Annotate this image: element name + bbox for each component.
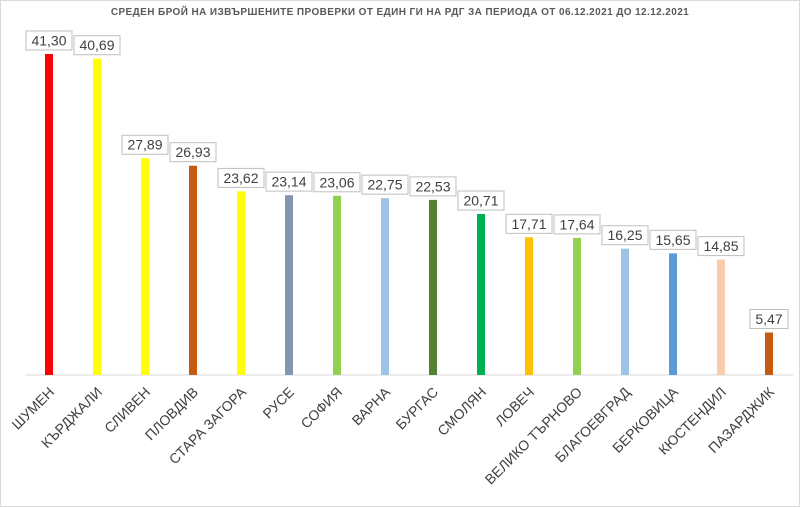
data-label: 23,06 bbox=[313, 172, 361, 193]
data-label: 17,71 bbox=[505, 213, 553, 234]
data-label-box bbox=[121, 134, 169, 155]
data-label: 23,62 bbox=[217, 167, 265, 188]
data-label-box bbox=[505, 213, 553, 234]
data-label-text: 16,25 bbox=[607, 227, 642, 243]
data-label: 5,47 bbox=[749, 308, 789, 329]
data-label: 14,85 bbox=[697, 236, 745, 257]
data-label: 22,53 bbox=[409, 176, 457, 197]
category-label: БУРГАС bbox=[392, 384, 441, 433]
bar bbox=[333, 195, 341, 375]
data-label-box bbox=[25, 30, 73, 51]
category-label: СМОЛЯН bbox=[434, 384, 489, 439]
data-label-text: 27,89 bbox=[127, 137, 162, 153]
data-label-text: 23,62 bbox=[223, 170, 258, 186]
category-label: ЛОВЕЧ bbox=[492, 384, 537, 429]
bar bbox=[525, 237, 533, 375]
data-label-box bbox=[73, 35, 121, 56]
bar bbox=[717, 259, 725, 375]
data-label-text: 17,71 bbox=[511, 216, 546, 232]
data-label: 41,30 bbox=[25, 30, 73, 51]
data-label: 16,25 bbox=[601, 225, 649, 246]
data-label: 20,71 bbox=[457, 190, 505, 211]
data-label-box bbox=[361, 174, 409, 195]
data-label-text: 40,69 bbox=[79, 37, 114, 53]
data-label-text: 17,64 bbox=[559, 216, 594, 232]
bar bbox=[573, 237, 581, 375]
data-label-box bbox=[169, 142, 217, 163]
data-label-text: 22,75 bbox=[367, 177, 402, 193]
data-label-text: 23,06 bbox=[319, 174, 354, 190]
data-label-text: 41,30 bbox=[31, 33, 66, 49]
data-label-box bbox=[749, 308, 789, 329]
bar bbox=[237, 191, 245, 375]
category-label: ВАРНА bbox=[349, 383, 394, 428]
bar bbox=[189, 165, 197, 375]
bar bbox=[381, 198, 389, 375]
data-label-box bbox=[553, 214, 601, 235]
data-label: 40,69 bbox=[73, 35, 121, 56]
data-label: 26,93 bbox=[169, 142, 217, 163]
data-label-box bbox=[409, 176, 457, 197]
data-label: 23,14 bbox=[265, 171, 313, 192]
chart-title: СРЕДЕН БРОЙ НА ИЗВЪРШЕНИТЕ ПРОВЕРКИ ОТ Е… bbox=[110, 7, 690, 18]
data-labels-group: 41,30 40,69 27,89 26,93 23,62 23,14 23,06 22,75… bbox=[25, 30, 789, 329]
bar bbox=[429, 199, 437, 375]
data-label-box bbox=[697, 236, 745, 257]
data-label-box bbox=[265, 171, 313, 192]
data-label-text: 14,85 bbox=[703, 238, 738, 254]
data-label-text: 23,14 bbox=[271, 174, 306, 190]
data-label: 27,89 bbox=[121, 134, 169, 155]
category-label: ШУМЕН bbox=[8, 384, 57, 433]
bar bbox=[477, 214, 485, 375]
data-label-text: 26,93 bbox=[175, 144, 210, 160]
data-label-box bbox=[313, 172, 361, 193]
bars-group bbox=[45, 54, 773, 376]
data-label-text: 15,65 bbox=[655, 232, 690, 248]
data-label-text: 5,47 bbox=[755, 311, 782, 327]
bar bbox=[765, 332, 773, 375]
data-label-box bbox=[457, 190, 505, 211]
bar bbox=[45, 54, 53, 375]
category-label: РУСЕ bbox=[259, 384, 297, 422]
data-label-box bbox=[217, 167, 265, 188]
data-label-text: 22,53 bbox=[415, 178, 450, 194]
data-label-box bbox=[601, 225, 649, 246]
data-label-box bbox=[649, 229, 697, 250]
data-label-text: 20,71 bbox=[463, 193, 498, 209]
bar bbox=[621, 248, 629, 375]
category-label: СОФИЯ bbox=[297, 384, 345, 432]
data-label: 22,75 bbox=[361, 174, 409, 195]
bar bbox=[93, 58, 101, 376]
bar bbox=[285, 195, 293, 375]
bar bbox=[669, 253, 677, 375]
data-label: 17,64 bbox=[553, 214, 601, 235]
data-label: 15,65 bbox=[649, 229, 697, 250]
bar bbox=[141, 158, 149, 375]
